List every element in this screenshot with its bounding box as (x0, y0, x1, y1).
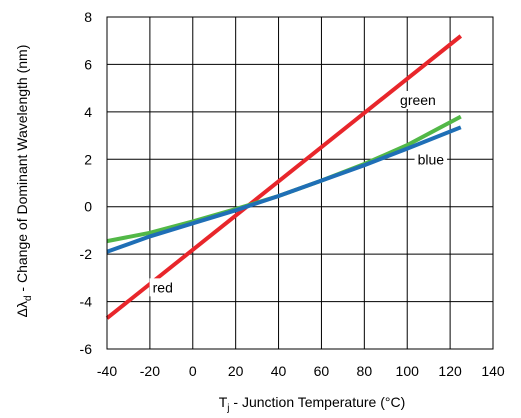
grid (106, 16, 494, 350)
x-tick-label-2: 0 (189, 363, 197, 379)
y-tick-label-2: -2 (80, 246, 93, 262)
y-tick-label-3: 0 (84, 199, 92, 215)
series-label-background-red (149, 278, 176, 297)
y-axis-label-prefix: Δλ (14, 301, 30, 317)
y-tick-label-7: 8 (84, 9, 92, 25)
series-line-red (105, 34, 463, 320)
y-tick-label-4: 2 (84, 151, 92, 167)
series-labels: red green blue (149, 91, 448, 297)
x-tick-label-0: -40 (97, 363, 117, 379)
x-tick-label-5: 60 (314, 363, 330, 379)
y-tick-label-1: -4 (80, 294, 93, 310)
x-tick-label-4: 40 (271, 363, 287, 379)
plot-frame (106, 16, 494, 350)
x-axis-label-prefix: T (219, 394, 228, 410)
x-tick-label-7: 100 (396, 363, 420, 379)
x-axis-label: Tj - Junction Temperature (°C) (219, 394, 406, 414)
x-tick-label-1: -20 (140, 363, 160, 379)
series-lines (105, 34, 463, 320)
x-tick-label-6: 80 (357, 363, 373, 379)
x-tick-label-9: 140 (481, 363, 505, 379)
y-tick-label-5: 4 (84, 104, 92, 120)
y-tick-label-0: -6 (80, 341, 93, 357)
series-label-red: red (153, 279, 173, 295)
x-tick-label-3: 20 (228, 363, 244, 379)
y-axis-label: Δλd - Change of Dominant Wavelength (nm) (14, 45, 34, 318)
x-axis-label-subscript: j (226, 403, 229, 414)
x-tick-label-8: 120 (438, 363, 462, 379)
y-axis-label-subscript: d (23, 295, 34, 301)
x-axis-label-rest: - Junction Temperature (°C) (230, 394, 406, 410)
y-axis-label-rest: - Change of Dominant Wavelength (nm) (14, 45, 30, 296)
series-label-background-green (397, 91, 439, 109)
series-line-blue (106, 125, 462, 254)
x-tick-labels: -40 -20 0 20 40 60 80 100 120 140 (97, 363, 505, 379)
series-label-blue: blue (418, 151, 445, 167)
y-tick-labels: -6 -4 -2 0 2 4 6 8 (80, 9, 93, 357)
series-label-background-blue (414, 150, 448, 169)
y-tick-label-6: 6 (84, 56, 92, 72)
series-label-green: green (400, 92, 436, 108)
